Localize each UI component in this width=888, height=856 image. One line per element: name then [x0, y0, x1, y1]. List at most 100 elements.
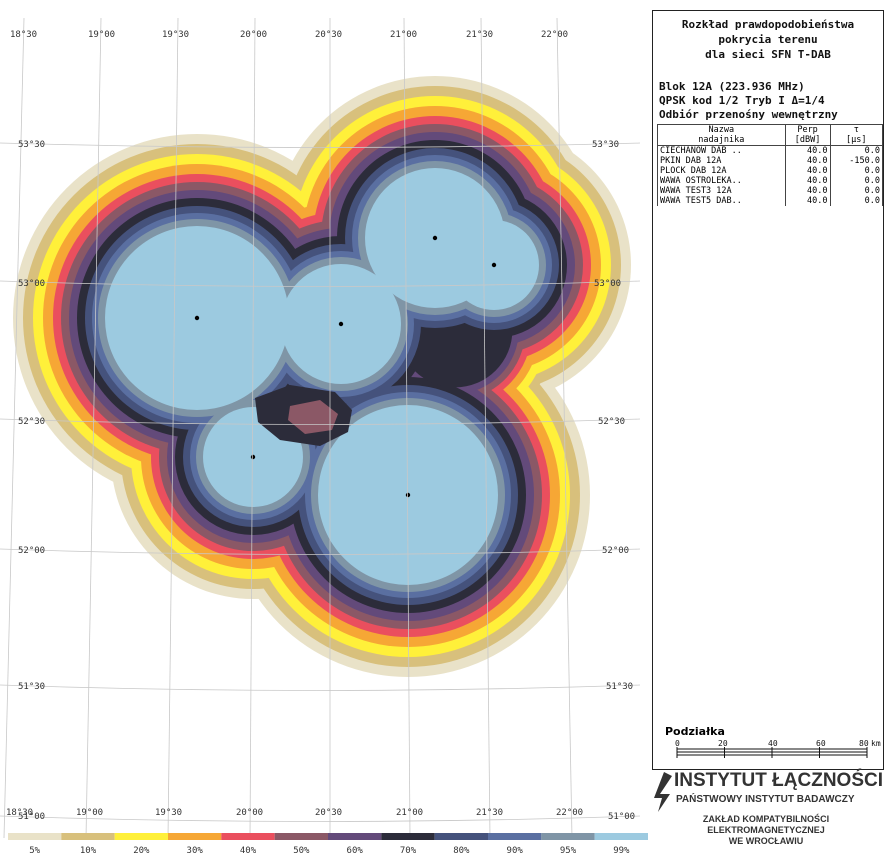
graticule — [0, 17, 641, 839]
legend-swatch — [328, 833, 382, 840]
parallel-line — [0, 142, 641, 148]
transmitter-site — [194, 315, 200, 321]
lon-label: 19°00 — [88, 30, 115, 40]
lon-label: 22°00 — [556, 808, 583, 818]
legend-swatch — [168, 833, 222, 840]
cell-perp: 40.0 — [784, 156, 831, 166]
legend-swatch — [114, 833, 168, 840]
longitude-labels-top: 18°30 19°00 19°30 20°00 20°30 21°00 21°3… — [10, 30, 568, 40]
scale-title: Podziałka — [665, 725, 725, 738]
longitude-labels-bottom: 18°30 19°00 19°30 20°00 20°30 21°00 21°3… — [6, 808, 583, 818]
legend-swatch — [61, 833, 115, 840]
reception-info: Odbiór przenośny wewnętrzny — [659, 108, 838, 121]
lat-label: 53°00 — [594, 279, 621, 289]
scale-tick-label: 80 — [859, 739, 869, 748]
col-header-tau: τ [µs] — [829, 124, 884, 146]
lon-label: 18°30 — [10, 30, 37, 40]
panel-title: Rozkład prawdopodobieństwa pokrycia tere… — [653, 17, 883, 62]
lon-label: 18°30 — [6, 808, 33, 818]
col-header-perp: Perp [dBW] — [784, 124, 831, 146]
mode-info: QPSK kod 1/2 Tryb I Δ=1/4 — [659, 94, 825, 107]
probability-legend: 5% 10% 20% 30% 40% 50% 60% 70% 80% 90% 95% 99% — [8, 833, 648, 856]
legend-swatch — [274, 833, 328, 840]
scale-tick-label: 0 — [675, 739, 680, 748]
legend-label: 40% — [240, 846, 257, 856]
scale-bar: Podziałka 0 20 40 60 80 km — [665, 725, 883, 768]
legend-label: 80% — [453, 846, 470, 856]
institute-logo: INSTYTUT ŁĄCZNOŚCI PAŃSTWOWY INSTYTUT BA… — [652, 768, 888, 856]
meridian-line — [3, 17, 25, 839]
interference-zone-inner — [288, 400, 338, 434]
cell-tau: -150.0 — [829, 156, 884, 166]
cell-tau: 0.0 — [829, 186, 884, 196]
cell-perp: 40.0 — [784, 196, 831, 206]
lat-label: 53°30 — [18, 140, 45, 150]
table-row: PKIN DAB 12A 40.0 -150.0 — [657, 156, 884, 166]
table-row: WAWA OSTROLEKA.. 40.0 0.0 — [657, 176, 884, 186]
table-header-row: Nazwa nadajnika Perp [dBW] τ [µs] — [657, 124, 884, 146]
parallel-line — [0, 280, 641, 287]
meridian-line — [249, 17, 256, 839]
institute-name: INSTYTUT ŁĄCZNOŚCI — [674, 770, 883, 791]
lon-label: 20°00 — [240, 30, 267, 40]
meridian-line — [167, 17, 179, 839]
transmitter-rows: CIECHANOW DAB .. 40.0 0.0 PKIN DAB 12A 40.0-… — [657, 145, 884, 206]
lon-label: 19°30 — [162, 30, 189, 40]
scale-tick-label: 60 — [816, 739, 826, 748]
cell-name: CIECHANOW DAB .. — [657, 145, 786, 156]
table-row: PLOCK DAB 12A 40.0 0.0 — [657, 166, 884, 176]
lon-label: 20°30 — [315, 808, 342, 818]
scale-tick-label: 40 — [768, 739, 778, 748]
cell-perp: 40.0 — [784, 166, 831, 176]
lon-label: 20°00 — [236, 808, 263, 818]
parallel-line — [0, 548, 641, 555]
info-panel: Rozkład prawdopodobieństwa pokrycia tere… — [652, 10, 884, 770]
title-line: Rozkład prawdopodobieństwa — [681, 18, 855, 31]
legend-swatch — [381, 833, 435, 840]
cell-perp: 40.0 — [784, 176, 831, 186]
lat-label: 51°00 — [608, 812, 635, 822]
legend-swatch — [8, 833, 62, 840]
transmitter-table: Nazwa nadajnika Perp [dBW] τ [µs] CIECHANOW… — [657, 124, 884, 206]
block-info: Blok 12A (223.936 MHz) — [659, 80, 805, 93]
meridian-line — [85, 17, 102, 839]
legend-label: 10% — [80, 846, 97, 856]
institute-subtitle: PAŃSTWOWY INSTYTUT BADAWCZY — [676, 794, 855, 805]
legend-label: 5% — [29, 846, 40, 856]
lat-label: 51°30 — [606, 682, 633, 692]
network-parameters: Blok 12A (223.936 MHz) QPSK kod 1/2 Tryb… — [659, 80, 883, 122]
parallel-line — [0, 815, 641, 822]
legend-label: 20% — [133, 846, 150, 856]
lon-label: 19°30 — [155, 808, 182, 818]
transmitter-site — [250, 454, 256, 460]
title-line: pokrycia terenu — [718, 33, 818, 46]
lab-name: ZAKŁAD KOMPATYBILNOŚCI ELEKTROMAGNETYCZN… — [702, 814, 830, 846]
coverage-map[interactable]: 18°30 19°00 19°30 20°00 20°30 21°00 21°3… — [0, 0, 648, 856]
parallel-line — [0, 684, 641, 691]
cell-name: WAWA OSTROLEKA.. — [657, 176, 786, 186]
legend-label: 90% — [507, 846, 524, 856]
lat-label: 52°30 — [598, 417, 625, 427]
scale-tick-label: 20 — [718, 739, 728, 748]
lat-label: 51°00 — [18, 812, 45, 822]
legend-label: 50% — [293, 846, 310, 856]
coverage-layers — [13, 76, 631, 677]
coverage-patches — [255, 385, 352, 446]
cell-perp: 40.0 — [784, 186, 831, 196]
cell-perp: 40.0 — [784, 145, 831, 156]
table-row: CIECHANOW DAB .. 40.0 0.0 — [657, 145, 884, 156]
cell-name: WAWA TEST5 DAB.. — [657, 196, 786, 206]
cell-tau: 0.0 — [829, 176, 884, 186]
lon-label: 20°30 — [315, 30, 342, 40]
legend-swatch — [221, 833, 275, 840]
meridian-line — [403, 17, 411, 839]
transmitter-site — [405, 492, 411, 498]
table-row: WAWA TEST5 DAB.. 40.0 0.0 — [657, 196, 884, 206]
scale-graphic: 0 20 40 60 80 km — [675, 739, 881, 758]
lat-label: 52°00 — [18, 546, 45, 556]
cell-tau: 0.0 — [829, 196, 884, 206]
cell-name: PLOCK DAB 12A — [657, 166, 786, 176]
lon-label: 21°00 — [390, 30, 417, 40]
lon-label: 21°00 — [396, 808, 423, 818]
lat-label: 53°30 — [592, 140, 619, 150]
